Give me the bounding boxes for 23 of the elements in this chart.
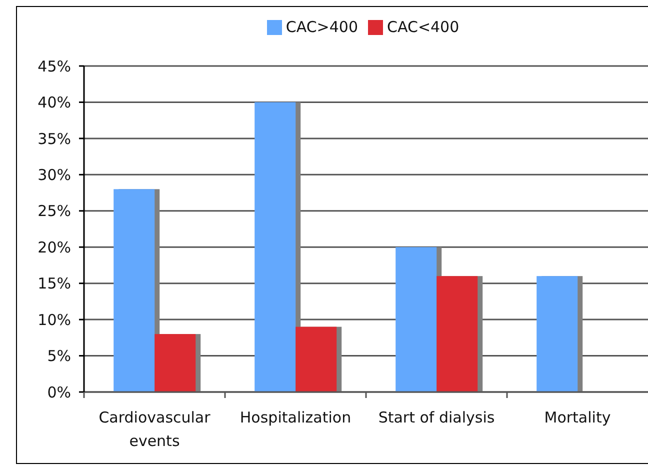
y-tick-label: 30%: [38, 166, 71, 184]
y-tick-label: 45%: [38, 57, 71, 76]
legend-label: CAC>400: [286, 18, 358, 36]
x-tick-label: Cardiovascular events: [98, 408, 212, 450]
bar: [296, 326, 337, 392]
x-tick-label: Start of dialysis: [378, 408, 495, 427]
y-tick-label: 20%: [38, 238, 71, 256]
y-tick-label: 25%: [38, 202, 71, 220]
y-tick-label: 10%: [38, 310, 71, 329]
y-tick-label: 40%: [38, 94, 71, 112]
bar: [154, 334, 196, 392]
x-tick-label: Hospitalization: [240, 408, 352, 427]
bar: [436, 276, 478, 392]
y-tick-label: 5%: [47, 347, 71, 366]
bar: [536, 276, 578, 392]
x-tick-label: Mortality: [544, 408, 611, 427]
bar: [254, 102, 296, 392]
bar: [396, 247, 437, 392]
legend-label: CAC<400: [387, 18, 460, 36]
y-tick-label: 15%: [38, 274, 71, 293]
bar: [114, 189, 155, 392]
y-tick-label: 0%: [47, 383, 71, 402]
y-tick-label: 35%: [38, 130, 71, 148]
